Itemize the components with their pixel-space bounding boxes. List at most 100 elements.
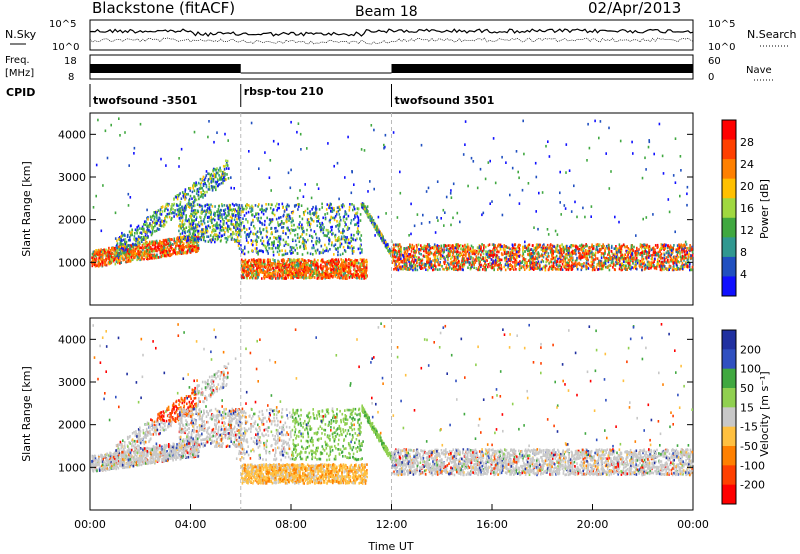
range-cell (236, 236, 239, 239)
range-cell (131, 228, 133, 232)
range-cell (137, 228, 139, 232)
range-cell (149, 246, 152, 250)
range-cell (219, 216, 221, 219)
range-cell (361, 248, 363, 251)
range-cell (297, 259, 299, 262)
range-cell (349, 203, 351, 206)
range-cell (212, 180, 214, 183)
range-cell (141, 256, 143, 260)
range-cell (224, 212, 227, 215)
range-cell (278, 203, 280, 206)
range-cell (305, 240, 307, 244)
range-cell (254, 261, 257, 264)
range-cell (157, 243, 160, 247)
range-cell (191, 236, 194, 239)
range-cell (239, 230, 242, 233)
range-cell (208, 203, 210, 207)
range-cell (211, 230, 213, 234)
range-cell (200, 238, 202, 242)
range-cell (194, 238, 196, 242)
range-cell (218, 213, 221, 217)
range-cell (215, 171, 218, 175)
range-cell (115, 258, 117, 262)
range-cell (199, 215, 201, 219)
range-cell (321, 221, 323, 225)
range-cell (276, 266, 279, 269)
range-cell (221, 234, 224, 237)
range-cell (204, 231, 207, 235)
range-cell (191, 232, 194, 236)
range-cell (380, 232, 383, 235)
range-cell (247, 221, 249, 224)
range-cell (121, 234, 123, 238)
range-cell (322, 216, 324, 220)
range-cell (144, 245, 146, 249)
range-cell (189, 227, 191, 231)
range-cell (176, 244, 179, 247)
range-cell (170, 205, 173, 208)
range-cell (304, 244, 307, 247)
range-cell (255, 238, 258, 241)
range-cell (213, 175, 216, 179)
range-cell (331, 210, 334, 213)
range-cell (228, 167, 230, 170)
range-cell (133, 249, 135, 252)
range-cell (270, 268, 272, 271)
range-cell (211, 177, 213, 181)
range-cell (263, 277, 266, 280)
range-cell (212, 185, 215, 189)
range-cell (342, 259, 344, 262)
range-cell (161, 250, 164, 254)
range-cell (315, 232, 317, 236)
range-cell (201, 186, 204, 190)
range-cell (150, 256, 153, 260)
range-cell (295, 203, 297, 207)
range-cell (152, 254, 154, 257)
range-cell (338, 208, 341, 211)
range-cell (287, 276, 289, 279)
range-cell (102, 250, 104, 254)
range-cell (211, 224, 214, 228)
range-cell (191, 249, 193, 252)
range-cell (146, 227, 149, 230)
range-cell (327, 229, 329, 232)
range-cell (364, 205, 366, 209)
range-cell (338, 238, 341, 242)
range-cell (107, 253, 110, 257)
range-cell (307, 221, 310, 224)
range-cell (268, 246, 270, 250)
range-cell (487, 265, 489, 269)
range-cell (316, 271, 319, 274)
range-cell (663, 256, 665, 260)
range-cell (176, 204, 178, 207)
range-cell (345, 217, 348, 220)
range-cell (150, 242, 152, 245)
range-cell (210, 221, 213, 225)
range-cell (156, 256, 158, 260)
range-cell (314, 249, 317, 253)
range-cell (266, 235, 268, 239)
range-cell (378, 234, 381, 238)
range-cell (253, 215, 256, 218)
range-cell (361, 259, 363, 262)
range-cell (221, 204, 223, 208)
range-cell (228, 213, 230, 216)
range-cell (143, 227, 145, 231)
range-cell (320, 263, 322, 267)
range-cell (311, 208, 313, 211)
range-cell (197, 249, 199, 252)
range-cell (119, 262, 121, 265)
range-cell (352, 260, 355, 264)
range-cell (318, 270, 320, 274)
range-cell (357, 218, 360, 222)
range-cell (144, 243, 146, 246)
range-cell (234, 238, 237, 242)
range-cell (179, 219, 181, 223)
range-cell (324, 243, 326, 247)
range-cell (219, 208, 222, 212)
range-cell (135, 245, 138, 249)
range-cell (237, 206, 240, 209)
range-cell (260, 231, 262, 234)
range-cell (219, 176, 221, 180)
noise-traces (89, 28, 694, 45)
